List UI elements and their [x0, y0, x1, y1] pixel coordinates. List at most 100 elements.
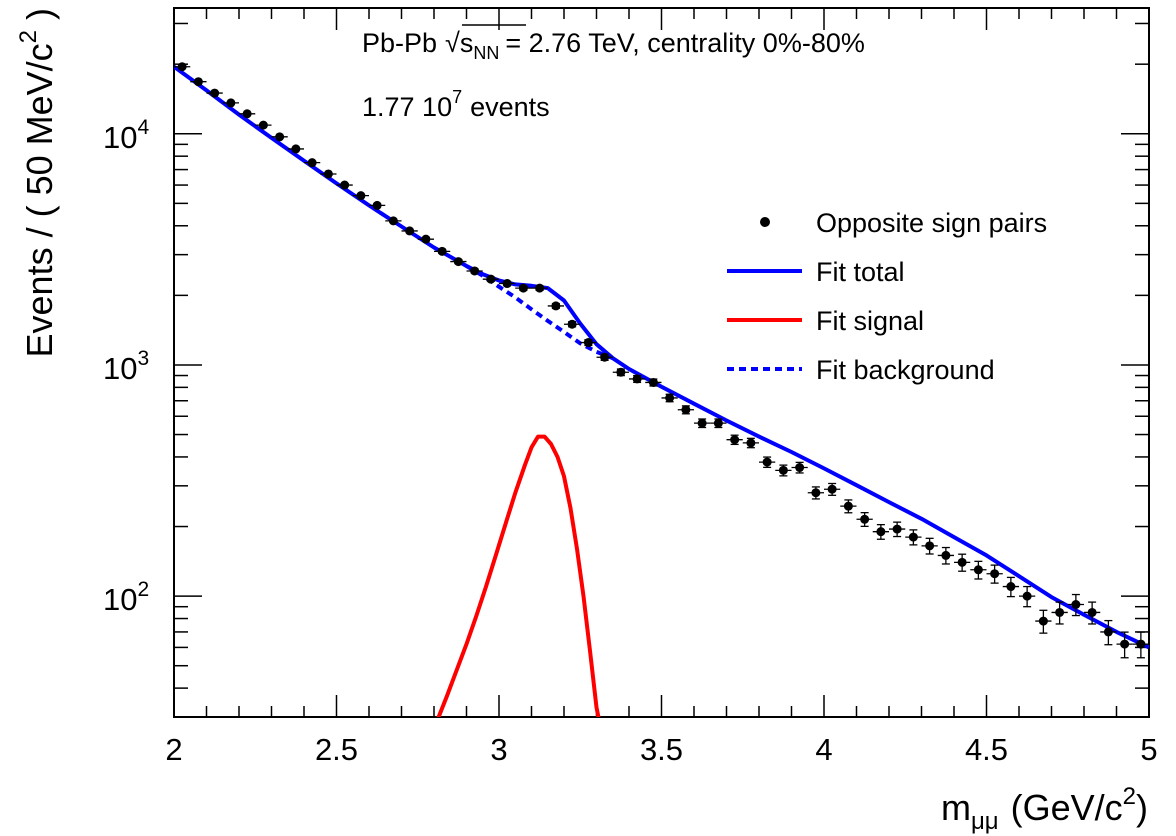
- data-point: [336, 180, 353, 190]
- data-point-marker: [843, 501, 853, 511]
- data-point-marker: [648, 377, 658, 387]
- data-point: [840, 499, 857, 514]
- data-point: [271, 132, 288, 142]
- annotation-events-exp: 7: [452, 87, 462, 107]
- data-point-marker: [925, 541, 935, 551]
- data-point-marker: [713, 418, 723, 428]
- data-point-marker: [1103, 627, 1113, 637]
- annotation-nn: NN: [473, 43, 499, 63]
- data-point-marker: [502, 279, 512, 289]
- data-point: [629, 374, 646, 384]
- data-point-marker: [518, 283, 528, 293]
- x-axis-label-unit: (GeV/c: [1011, 787, 1123, 828]
- y-tick-base: 10: [103, 582, 137, 617]
- x-axis-label-main: m: [941, 787, 971, 828]
- data-point-marker: [990, 569, 1000, 579]
- series-fit-signal: [436, 434, 601, 717]
- annotation-events-mantissa: 1.77 10: [362, 92, 452, 122]
- data-point: [385, 216, 402, 226]
- data-point-marker: [421, 234, 431, 244]
- data-point-marker: [291, 144, 301, 154]
- data-point: [954, 553, 971, 572]
- y-tick-label: 104: [103, 116, 149, 155]
- x-axis-label: mμμ (GeV/c2): [941, 783, 1148, 835]
- data-point-marker: [193, 77, 203, 87]
- data-point-marker: [275, 132, 285, 142]
- data-point: [1019, 585, 1036, 608]
- data-point-marker: [1006, 582, 1016, 592]
- data-point-marker: [681, 405, 691, 415]
- fit-curves: [174, 65, 1149, 717]
- data-point: [1051, 601, 1068, 625]
- data-point-marker: [323, 169, 333, 179]
- legend-label-signal: Fit signal: [816, 306, 924, 336]
- data-point: [1116, 631, 1133, 659]
- data-point-marker: [616, 367, 626, 377]
- data-point: [710, 418, 727, 429]
- annotation-system: Pb-Pb: [362, 28, 437, 58]
- data-point: [1132, 631, 1149, 659]
- data-point: [661, 393, 678, 403]
- data-point-marker: [1120, 639, 1130, 649]
- data-point: [320, 169, 337, 179]
- data-points: [174, 62, 1149, 659]
- data-point: [921, 537, 938, 555]
- x-tick-label: 5: [1140, 732, 1157, 767]
- data-point: [304, 158, 321, 168]
- x-tick-label: 2.5: [315, 732, 358, 767]
- data-point-marker: [453, 257, 463, 267]
- data-point-marker: [811, 488, 821, 498]
- data-point: [287, 144, 304, 154]
- data-point-marker: [226, 98, 236, 108]
- data-point-marker: [1136, 639, 1146, 649]
- data-point-marker: [1038, 616, 1048, 626]
- data-point-marker: [356, 191, 366, 201]
- data-point-marker: [600, 352, 610, 362]
- data-point: [824, 482, 841, 496]
- legend: Opposite sign pairs Fit total Fit signal…: [727, 208, 1047, 385]
- data-point-marker: [973, 565, 983, 575]
- data-point: [905, 529, 922, 546]
- data-point-marker: [486, 274, 496, 284]
- data-point-marker: [860, 514, 870, 524]
- data-point: [255, 120, 272, 130]
- data-point-marker: [1071, 599, 1081, 609]
- plot-frame: [173, 7, 1150, 718]
- data-point-marker: [258, 120, 268, 130]
- data-point-marker: [1055, 607, 1065, 617]
- y-tick-base: 10: [103, 120, 137, 155]
- data-point: [547, 301, 564, 311]
- y-axis-label-close: ): [19, 8, 60, 30]
- annotation-events-word: events: [470, 92, 550, 122]
- data-point: [677, 405, 694, 415]
- data-point: [401, 226, 418, 236]
- data-point-marker: [632, 374, 642, 384]
- data-point: [596, 352, 613, 362]
- legend-label-points: Opposite sign pairs: [816, 208, 1047, 238]
- data-point: [775, 464, 792, 477]
- data-point: [889, 521, 906, 538]
- data-point: [807, 486, 824, 500]
- data-point: [580, 338, 597, 348]
- data-point: [239, 109, 256, 119]
- data-point-marker: [746, 438, 756, 448]
- y-tick-exp: 2: [137, 578, 149, 601]
- data-point: [450, 257, 467, 267]
- data-point-marker: [665, 393, 675, 403]
- y-axis-label-main: Events / ( 50 MeV/c: [19, 43, 60, 357]
- data-point-marker: [778, 465, 788, 475]
- annotation-energy-text: = 2.76 TeV, centrality 0%-80%: [505, 28, 864, 58]
- data-point: [872, 524, 889, 540]
- data-point: [1035, 609, 1052, 634]
- data-point: [417, 234, 434, 244]
- data-point-marker: [1087, 607, 1097, 617]
- legend-marker-points: [760, 217, 770, 227]
- data-point: [531, 283, 548, 293]
- y-axis-label: Events / ( 50 MeV/c2 ): [15, 8, 60, 357]
- data-point-marker: [210, 88, 220, 98]
- y-tick-exp: 4: [137, 116, 149, 139]
- data-point-marker: [762, 457, 772, 467]
- data-point: [742, 437, 759, 449]
- data-point: [352, 191, 369, 201]
